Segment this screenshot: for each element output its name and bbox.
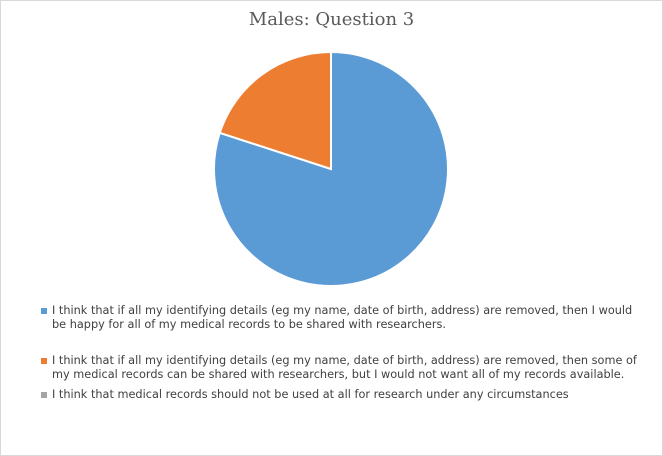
chart-legend: I think that if all my identifying detai… — [40, 304, 640, 402]
pie-slice-all-records — [213, 50, 449, 287]
legend-swatch-all-records — [41, 308, 47, 314]
chart-title: Males: Question 3 — [248, 9, 415, 30]
legend-item-all-records: I think that if all my identifying detai… — [40, 304, 640, 332]
legend-swatch-no-research — [41, 392, 47, 398]
legend-item-no-research: I think that medical records should not … — [40, 388, 640, 402]
legend-swatch-some-records — [41, 358, 47, 364]
pie-chart — [213, 50, 449, 287]
legend-label-no-research: I think that medical records should not … — [52, 388, 569, 401]
pie-slice-some-records — [218, 50, 332, 171]
legend-label-all-records: I think that if all my identifying detai… — [52, 304, 633, 331]
legend-label-some-records: I think that if all my identifying detai… — [52, 354, 637, 381]
legend-item-some-records: I think that if all my identifying detai… — [40, 354, 640, 382]
